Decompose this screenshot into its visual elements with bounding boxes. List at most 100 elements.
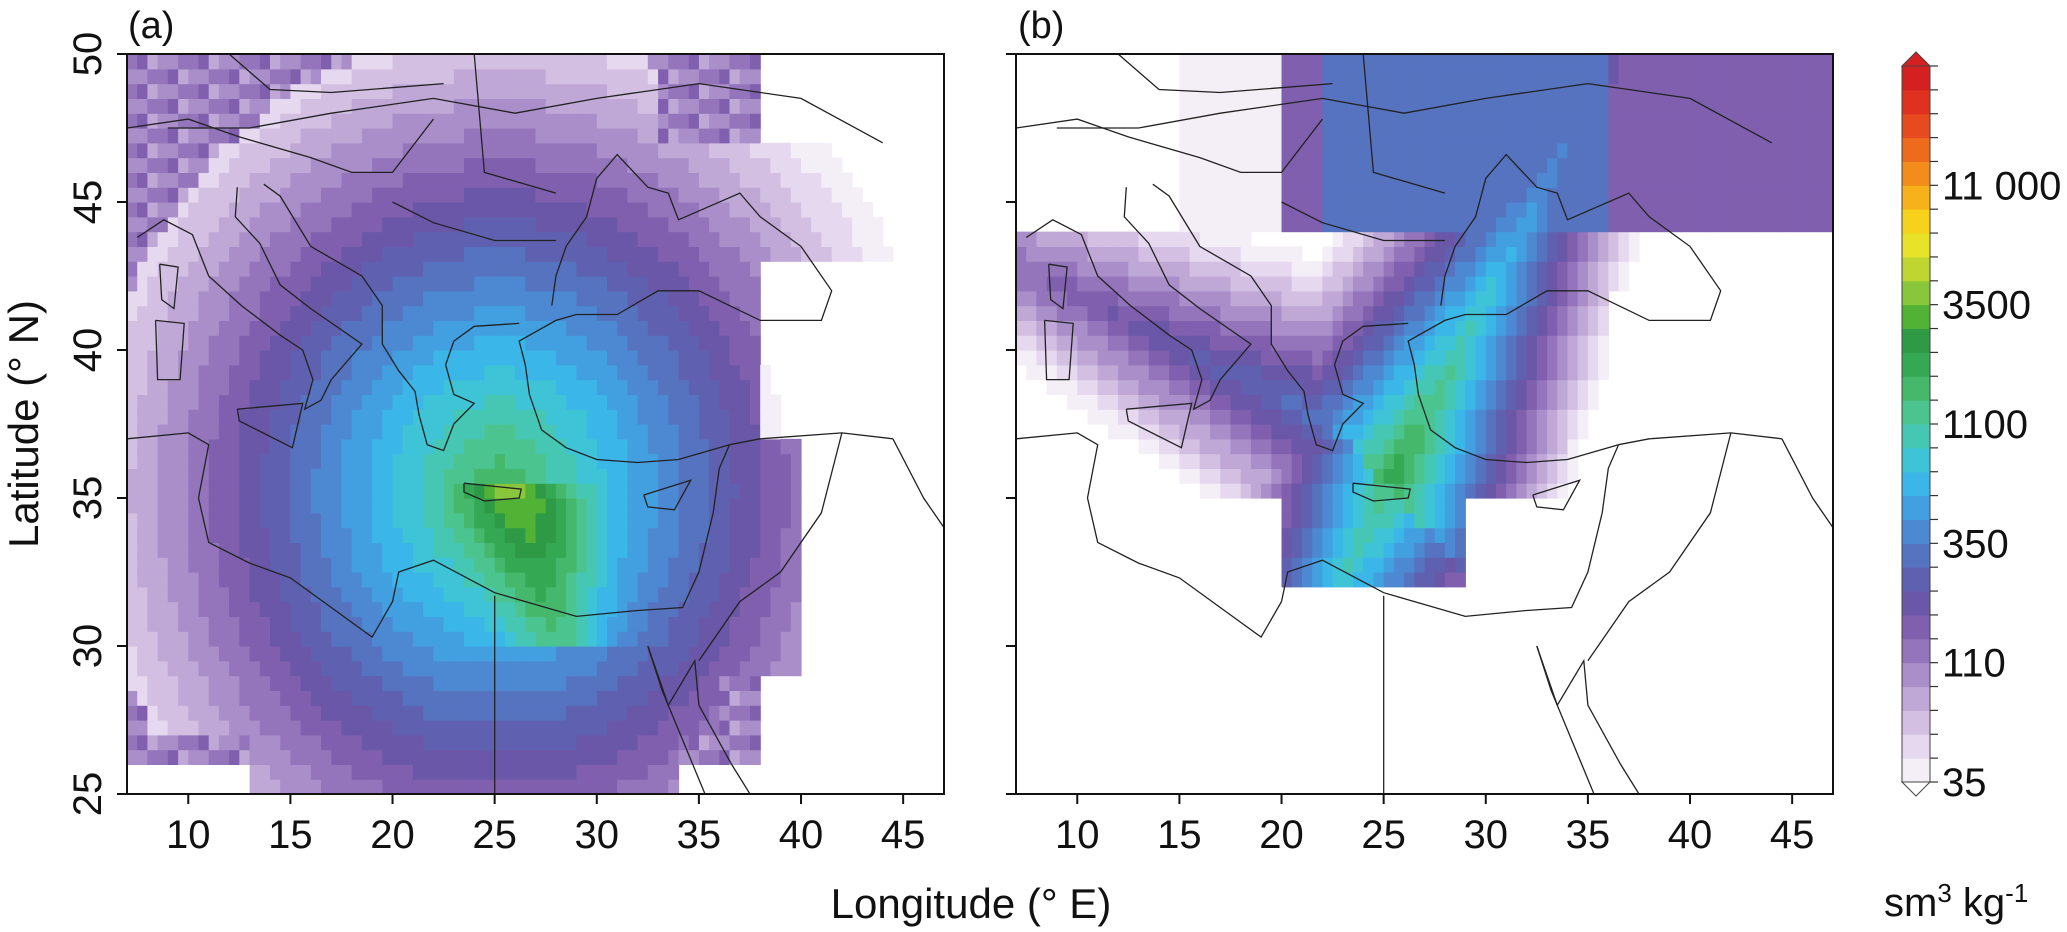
field-cell (147, 675, 159, 691)
field-cell (1261, 246, 1272, 262)
field-cell (127, 572, 138, 588)
field-cell (1169, 320, 1180, 336)
field-cell (321, 68, 332, 85)
field-cell (1056, 305, 1068, 321)
field-cell (280, 438, 291, 455)
field-cell (351, 261, 363, 277)
field-cell (382, 586, 394, 603)
field-cell (1281, 68, 1293, 85)
field-cell (1547, 98, 1558, 114)
field-cell (1404, 468, 1415, 484)
field-cell (596, 290, 608, 307)
field-cell (770, 512, 782, 529)
field-cell (229, 335, 240, 351)
field-cell (341, 350, 353, 366)
field-cell (525, 246, 537, 262)
field-cell (525, 216, 537, 233)
field-cell (1312, 453, 1323, 469)
field-cell (770, 231, 782, 247)
field-cell (535, 438, 547, 455)
field-cell (545, 54, 557, 70)
field-cell (300, 113, 312, 129)
field-cell (555, 438, 567, 455)
field-cell (760, 379, 771, 395)
field-cell (647, 128, 659, 144)
field-cell (1393, 335, 1405, 351)
field-cell (484, 350, 496, 366)
field-cell (1302, 128, 1313, 144)
field-cell (310, 498, 322, 514)
field-cell (1496, 320, 1507, 336)
field-cell (555, 483, 567, 499)
field-cell (300, 498, 312, 514)
field-cell (545, 246, 557, 262)
field-cell (443, 98, 455, 114)
field-cell (770, 157, 782, 173)
field-cell (586, 364, 598, 381)
field-cell (545, 527, 557, 543)
field-cell (351, 601, 363, 617)
field-cell (1332, 113, 1344, 129)
field-cell (310, 483, 322, 499)
field-cell (719, 498, 731, 514)
field-cell (811, 202, 822, 218)
field-cell (1547, 142, 1558, 159)
field-cell (698, 320, 710, 336)
field-cell (1189, 335, 1201, 351)
field-cell (280, 720, 291, 736)
field-cell (780, 246, 792, 262)
field-cell (239, 394, 251, 410)
field-cell (1363, 187, 1374, 203)
field-cell (1628, 216, 1640, 233)
field-cell (1322, 320, 1334, 336)
field-cell (760, 557, 771, 573)
field-cell (433, 601, 445, 617)
field-cell (647, 216, 659, 233)
field-cell (1179, 305, 1191, 321)
field-cell (1485, 424, 1497, 440)
field-cell (1404, 128, 1415, 144)
field-cell (412, 527, 424, 543)
field-cell (1587, 231, 1599, 247)
field-cell (1639, 98, 1650, 114)
field-cell (1587, 364, 1599, 381)
field-cell (668, 498, 680, 514)
field-cell (361, 779, 373, 794)
field-cell (658, 261, 669, 277)
field-cell (545, 409, 557, 425)
field-cell (1608, 246, 1620, 262)
field-cell (504, 68, 516, 85)
field-cell (127, 453, 138, 469)
field-cell (515, 128, 526, 144)
field-cell (249, 468, 261, 484)
field-cell (1148, 261, 1160, 277)
field-cell (1424, 68, 1436, 85)
field-cell (382, 527, 394, 543)
field-cell (341, 646, 353, 662)
field-cell (392, 424, 404, 440)
field-cell (535, 646, 547, 662)
field-cell (1444, 542, 1456, 558)
field-cell (719, 246, 731, 262)
field-cell (167, 646, 179, 662)
field-cell (1281, 83, 1293, 99)
field-cell (1199, 335, 1211, 351)
field-cell (790, 631, 802, 647)
field-cell (617, 542, 628, 558)
field-cell (555, 675, 567, 691)
field-cell (1169, 290, 1180, 307)
field-cell (1720, 172, 1732, 188)
field-cell (1332, 187, 1344, 203)
field-cell (280, 660, 291, 677)
field-cell (198, 586, 210, 603)
field-cell (1291, 172, 1303, 188)
field-cell (1199, 202, 1211, 218)
field-cell (1342, 364, 1354, 381)
field-cell (658, 320, 669, 336)
field-cell (218, 438, 230, 455)
field-cell (1189, 438, 1201, 455)
field-cell (801, 172, 812, 188)
field-cell (351, 557, 363, 573)
field-cell (1353, 157, 1364, 173)
